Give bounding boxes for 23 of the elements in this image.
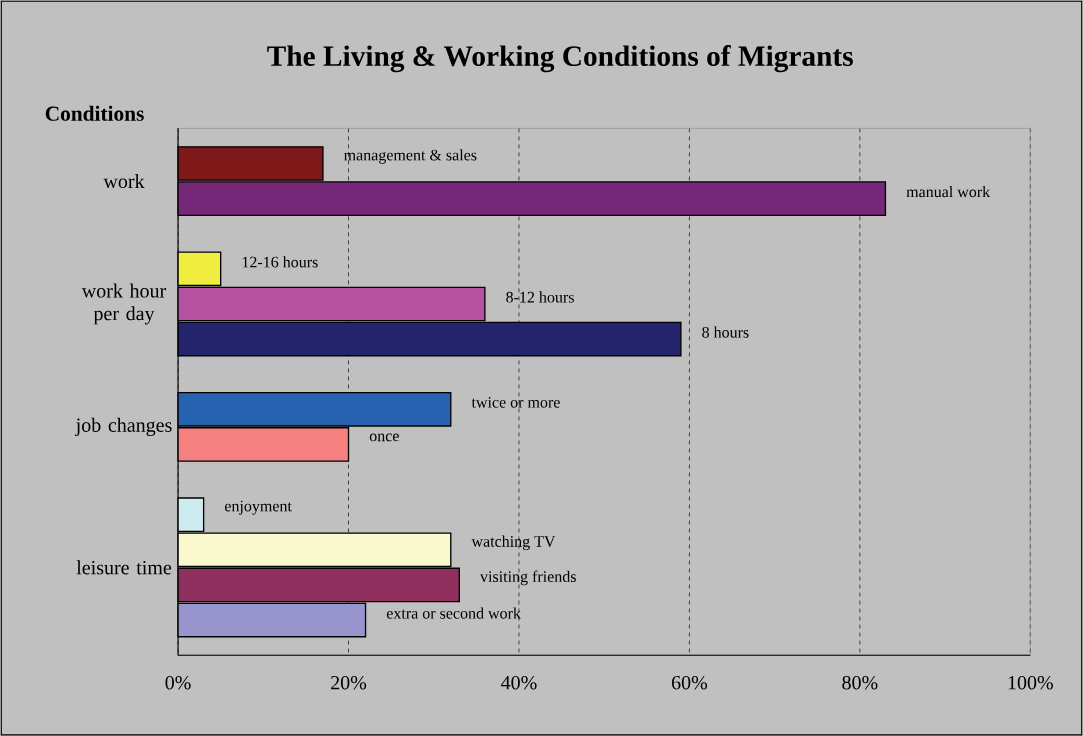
y-tick-label: work — [103, 173, 145, 188]
chart-title: The Living & Working Conditions of Migrants — [267, 44, 853, 73]
y-axis-title: Conditions — [45, 105, 144, 121]
y-tick-label: leisure time — [76, 560, 172, 575]
series-label: management & sales — [344, 149, 477, 164]
x-tick-label: 60% — [671, 675, 708, 690]
y-tick-label: job changes — [75, 417, 172, 436]
series-label: enjoyment — [224, 500, 292, 515]
series-label: once — [369, 433, 399, 442]
series-label: 8 hours — [702, 326, 749, 338]
series-label: visiting friends — [480, 570, 576, 586]
x-tick-label: 20% — [331, 675, 367, 690]
x-tick-label: 0% — [165, 675, 191, 690]
y-tick-label: work hour per day — [81, 283, 167, 325]
series-label: extra or second work — [386, 607, 521, 619]
series-label: watching TV — [471, 535, 556, 550]
series-label: 12-16 hours — [242, 256, 318, 268]
x-tick-label: 100% — [1008, 675, 1053, 690]
x-tick-label: 40% — [501, 675, 537, 690]
series-label: manual work — [906, 185, 991, 198]
series-label: twice or more — [471, 396, 560, 408]
series-label: 8-12 hours — [506, 291, 574, 303]
x-tick-label: 80% — [842, 675, 878, 690]
